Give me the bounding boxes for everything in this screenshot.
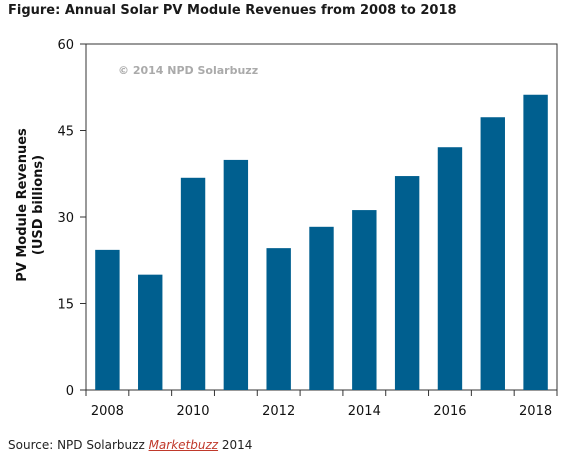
- bar-2017: [480, 117, 505, 390]
- y-tick-label: 15: [57, 298, 74, 313]
- bar-2014: [352, 210, 377, 390]
- x-tick-label: 2010: [176, 404, 209, 419]
- bar-2008: [95, 249, 120, 390]
- bar-2012: [266, 248, 291, 390]
- source-suffix: 2014: [218, 438, 253, 452]
- bar-2013: [309, 226, 334, 390]
- figure-title: Figure: Annual Solar PV Module Revenues …: [8, 3, 457, 18]
- bar-2009: [138, 274, 163, 390]
- x-tick-label: 2012: [262, 404, 295, 419]
- y-tick-label: 30: [57, 211, 74, 226]
- source-link[interactable]: Marketbuzz: [148, 438, 219, 452]
- x-tick-label: 2014: [348, 404, 381, 419]
- y-axis-label-line2: (USD billions): [31, 155, 46, 255]
- x-tick-label: 2008: [91, 404, 124, 419]
- y-tick-label: 45: [57, 125, 74, 140]
- source-prefix: Source: NPD Solarbuzz: [8, 438, 149, 452]
- bar-2011: [223, 159, 249, 390]
- y-axis-label: PV Module Revenues (USD billions): [15, 128, 46, 282]
- bar-2015: [394, 176, 420, 390]
- bar-2010: [180, 177, 206, 390]
- source-note: Source: NPD Solarbuzz Marketbuzz 2014: [8, 438, 252, 452]
- watermark: © 2014 NPD Solarbuzz: [118, 64, 258, 77]
- y-tick-label: 60: [57, 38, 74, 53]
- x-tick-label: 2016: [433, 404, 466, 419]
- bar-2016: [437, 147, 463, 390]
- y-axis-label-line1: PV Module Revenues: [15, 128, 30, 282]
- x-tick-label: 2018: [519, 404, 552, 419]
- y-tick-label: 0: [66, 384, 74, 399]
- bar-2018: [523, 94, 548, 390]
